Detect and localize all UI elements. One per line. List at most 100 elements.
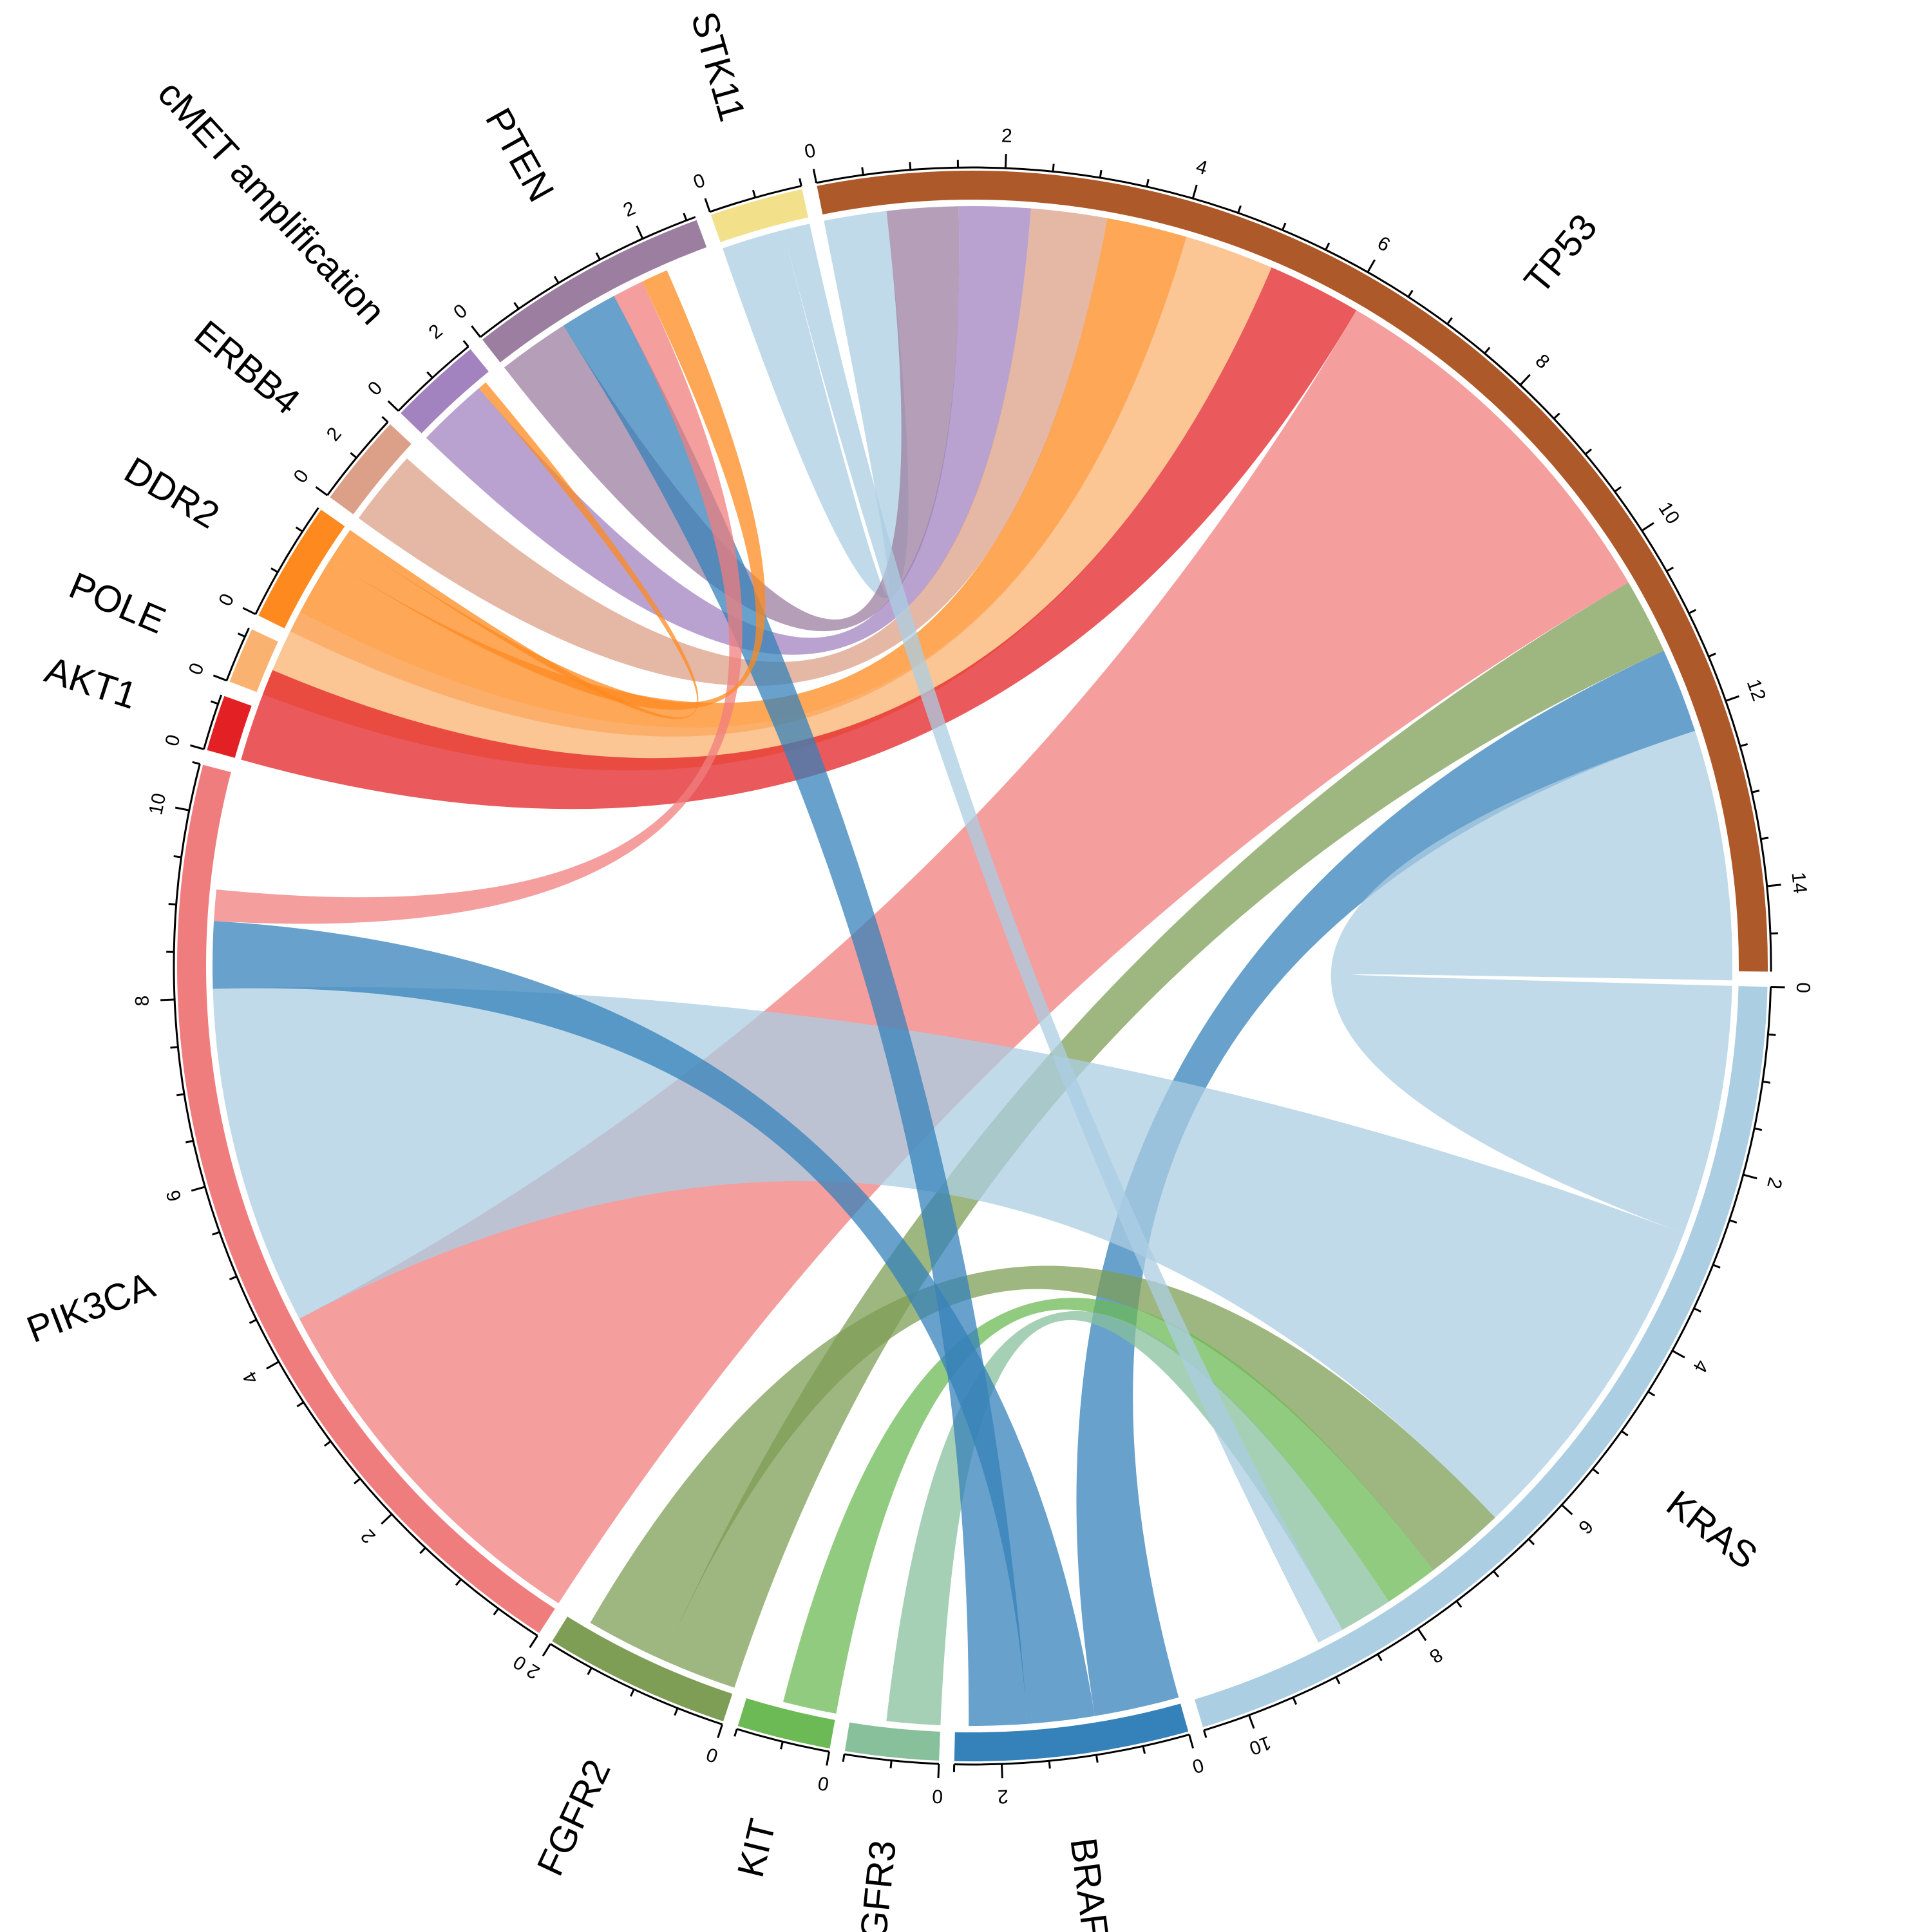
axis-tick [1739,743,1748,748]
axis-tick [1484,346,1491,354]
axis-tick [1417,1628,1427,1642]
tick-label-akt1: 0 [161,732,184,748]
axis-akt1 [203,694,223,750]
link-tp53-ddr2 [290,218,1187,737]
axis-ddr2 [254,507,319,615]
axis-tick [1760,837,1769,840]
link-tp53-pten [504,206,960,632]
tick-label-tp53: 0 [802,140,817,163]
tick-label-kras: 2 [1763,1175,1786,1191]
link-tp53-erbb4 [358,208,1108,687]
axis-tick [381,416,389,423]
axis-tick [192,761,200,765]
axis-tick [462,339,469,348]
axis-tick [419,1547,426,1555]
axis-tick [1762,1081,1771,1084]
axis-tick [1561,1504,1573,1515]
axis-tick [1493,1570,1500,1578]
axis-kit [736,1728,829,1753]
axis-tick [1754,1127,1763,1132]
sector-akt1 [207,696,252,758]
axis-tick [1048,1761,1051,1769]
axis-tick [1282,222,1287,231]
axis-tick [1325,242,1331,251]
axis-tick [1203,1730,1208,1738]
axis-tick [471,325,482,338]
axis-pik3ca [173,763,538,1637]
tick-label-ddr2: 0 [214,591,238,610]
sector-erbb4 [330,424,412,515]
axis-tick [812,169,818,184]
axis-tick [237,632,246,638]
axis-tick [189,744,204,750]
axis-tick [1621,1430,1629,1437]
axis-tick [1191,184,1198,199]
tick-label-kras: 8 [1426,1643,1446,1667]
axis-tick [1528,1538,1535,1546]
tick-label-pik3ca: 0 [509,1651,530,1674]
axis-tick [752,189,757,198]
tick-label-fgfr3: 0 [932,1785,943,1807]
tick-label-tp53: 2 [1001,125,1012,147]
tick-label-kras: 6 [1574,1515,1597,1538]
sector-label-braf: BRAF [1062,1835,1116,1932]
link-kras-fgfr2 [590,1265,1495,1660]
sector-fgfr3 [844,1722,940,1761]
axis-tick [160,998,175,1001]
axis-tick [191,1186,205,1192]
axis-tick [842,1754,846,1763]
axis-tick [1052,164,1055,172]
axis-tick [1188,1734,1195,1749]
axis-tick [387,400,399,412]
tick-label-pik3ca: 8 [131,995,153,1007]
axis-tick [455,1578,462,1586]
tick-label-pik3ca: 10 [145,791,170,817]
axis-tick [1592,1468,1600,1475]
axis-tick [1614,486,1622,493]
sector-stk11 [710,189,808,243]
link-kras-stk11 [783,223,1343,1643]
sector-pten [482,220,707,363]
axis-tick [1001,1764,1003,1779]
axis-tick [1693,1307,1701,1313]
axis-tick [1671,1349,1685,1359]
tick-label-pole: 0 [185,660,209,677]
tick-label-kras: 4 [1689,1356,1712,1376]
tick-label-fgfr2: 0 [704,1743,721,1767]
sector-label-fgfr3: FGFR3 [850,1839,904,1932]
axis-tick [1768,1033,1776,1036]
tick-label-erbb4: 2 [425,320,447,343]
axis-tick [1335,1676,1341,1685]
sector-label-pten: PTEN [477,101,562,209]
axis-tick [780,1741,784,1750]
tick-label-pik3ca: 2 [357,1525,379,1548]
axis-tick [212,1231,220,1236]
sector-ddr2 [258,509,345,629]
link-tp53-stk11 [722,211,909,598]
axis-tick [493,1607,500,1616]
sector-label-ddr2: DDR2 [117,449,226,536]
axis-tick [595,252,601,260]
axis-kras [1204,987,1772,1732]
axis-tick [1292,1697,1298,1705]
sector-braf [954,1703,1189,1762]
tick-label-tp53: 8 [1531,350,1554,373]
axis-tick [1367,259,1376,273]
axis-tick [315,486,328,497]
sector-label-erbb4: ERBB4 [187,312,308,422]
sector-label-fgfr2: FGFR2 [529,1754,618,1882]
axis-tick [1751,790,1760,793]
sector-label-pik3ca: PIK3CA [21,1264,160,1351]
link-kras-pik3ca [213,987,1684,1518]
axis-tick [213,674,227,682]
axis-tick [1237,205,1242,214]
axis-tick [1519,374,1531,386]
axis-tick [266,1361,279,1370]
tick-label-tp53: 4 [1193,156,1209,179]
axis-braf [954,1733,1190,1766]
axis-tick [170,1046,178,1049]
axis-tick [381,1513,393,1525]
links-layer [212,205,1733,1727]
axis-tick [587,1667,592,1676]
